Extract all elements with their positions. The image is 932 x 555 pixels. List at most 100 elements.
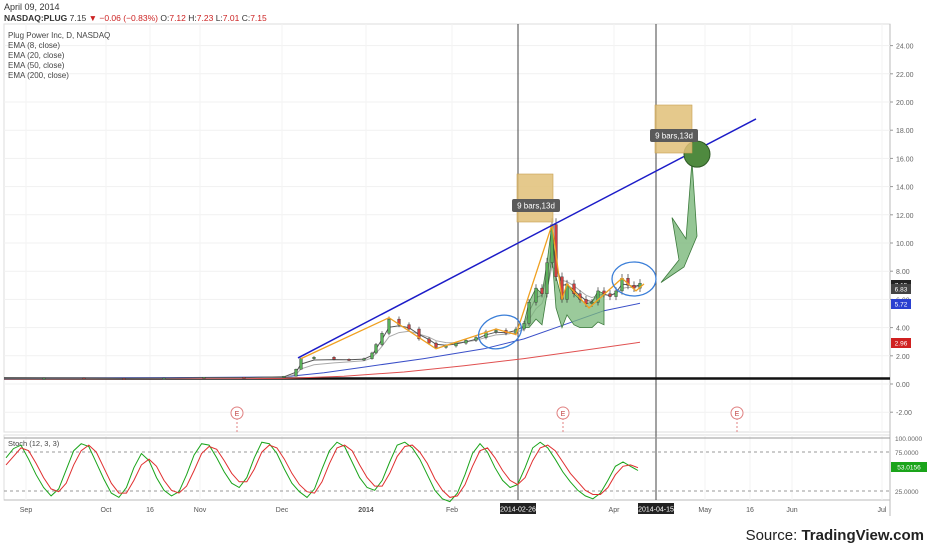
x-tick-label: Oct	[101, 507, 112, 514]
candle-body	[572, 283, 576, 294]
date-marker-label: 2014-04-15	[638, 507, 674, 514]
low-label: L:	[215, 13, 223, 23]
y-tick-label: 8.00	[896, 269, 910, 276]
candle-body	[299, 358, 303, 370]
y-tick-label: 16.00	[896, 156, 914, 163]
low-value: 7.01	[222, 13, 240, 23]
indicator-legend: Plug Power Inc, D, NASDAQ EMA (8, close)…	[8, 31, 110, 81]
stoch-tick-label: 75.0000	[895, 450, 919, 457]
x-tick-label: Sep	[20, 507, 33, 514]
stoch-tick-label: 100.0000	[895, 436, 922, 443]
legend-ema200[interactable]: EMA (200, close)	[8, 71, 69, 80]
source-brand[interactable]: TradingView.com	[801, 527, 924, 544]
candle-body	[362, 358, 366, 361]
candle-body	[82, 377, 86, 380]
earnings-label: E	[235, 411, 240, 418]
candle-body	[387, 318, 391, 334]
x-tick-label: Jul	[878, 507, 887, 514]
ema8-line	[3, 244, 641, 380]
bars-range-label: 9 bars,13d	[655, 132, 693, 141]
stoch-value-label: 53.0156	[897, 465, 921, 472]
legend-ema20[interactable]: EMA (20, close)	[8, 51, 65, 60]
change-value: −0.06 (−0.83%)	[99, 13, 158, 23]
candle-body	[42, 377, 46, 380]
price-tag-label: 5.72	[895, 302, 908, 309]
earnings-icon	[230, 406, 244, 420]
candle-body	[332, 357, 336, 360]
candle-body	[527, 302, 531, 324]
close-value: 7.15	[250, 13, 267, 23]
x-tick-label: Feb	[446, 507, 458, 514]
high-label: H:	[188, 13, 197, 23]
y-tick-label: 4.00	[896, 326, 910, 333]
date-marker-tag	[638, 503, 674, 514]
earnings-icon	[556, 406, 570, 420]
candle-body	[417, 328, 421, 340]
candle-body	[494, 330, 498, 333]
highlight-ellipse	[477, 314, 523, 350]
stoch-title: Stoch (12, 3, 3)	[8, 439, 60, 448]
date-marker-label: 2014-02-26	[500, 507, 536, 514]
zigzag-line	[300, 224, 645, 360]
candle-body	[374, 344, 378, 354]
candle-body	[162, 377, 166, 380]
stoch-k-line	[5, 441, 639, 503]
legend-title[interactable]: Plug Power Inc, D, NASDAQ	[8, 31, 111, 40]
candle-body	[545, 262, 549, 294]
source-prefix: Source:	[745, 527, 802, 544]
stoch-d-line	[5, 444, 639, 498]
x-tick-label: Nov	[194, 507, 207, 514]
legend-ema50[interactable]: EMA (50, close)	[8, 61, 65, 70]
x-tick-label: Jun	[786, 507, 797, 514]
candle-body	[540, 287, 544, 294]
candle-body	[522, 323, 526, 330]
candle-body	[347, 359, 351, 361]
source-credit: Source: TradingView.com	[746, 527, 924, 544]
ema20-line	[3, 265, 641, 379]
y-tick-label: 24.00	[896, 44, 914, 51]
x-tick-label: May	[698, 507, 712, 514]
x-tick-label: 16	[746, 507, 754, 514]
bars-range-label-bg	[512, 199, 560, 212]
main-pane	[3, 23, 891, 433]
earnings-label: E	[561, 411, 566, 418]
symbol-label[interactable]: NASDAQ:PLUG	[4, 13, 68, 23]
down-arrow-icon: ▼	[88, 13, 97, 23]
price-tag-label: 2.96	[895, 341, 908, 348]
last-price: 7.15	[69, 13, 87, 23]
candle-body	[407, 324, 411, 330]
candle-body	[242, 377, 246, 379]
candle-body	[427, 338, 431, 344]
earnings-label: E	[735, 411, 740, 418]
candle-body	[590, 302, 594, 304]
price-tag	[891, 284, 911, 294]
candle-body	[380, 333, 384, 345]
price-tag	[891, 299, 911, 309]
projection-shape	[660, 161, 698, 283]
x-tick-label: Dec	[276, 507, 289, 514]
high-value: 7.23	[196, 13, 214, 23]
candle-body	[608, 293, 612, 297]
bars-range-label-bg	[650, 129, 698, 142]
date-marker-tag	[500, 503, 536, 514]
y-tick-label: -2.00	[896, 410, 912, 417]
header-quote: NASDAQ:PLUG 7.15 ▼ −0.06 (−0.83%) O:7.12…	[4, 13, 267, 23]
candle-body	[584, 299, 588, 304]
y-tick-label: 18.00	[896, 128, 914, 135]
legend-ema8[interactable]: EMA (8, close)	[8, 41, 61, 50]
candle-body	[294, 368, 298, 377]
candle-body	[474, 337, 478, 341]
earnings-icon	[730, 406, 744, 420]
candle-body	[202, 377, 206, 379]
x-tick-label: Apr	[609, 507, 621, 514]
candle-body	[122, 378, 126, 380]
x-tick-label: 2014	[358, 507, 374, 514]
y-tick-label: 12.00	[896, 213, 914, 220]
candle-body	[596, 290, 600, 303]
candle-body	[312, 357, 316, 359]
open-label: O:	[160, 13, 170, 23]
bars-range-label: 9 bars,13d	[517, 202, 555, 211]
candle-body	[614, 290, 618, 297]
